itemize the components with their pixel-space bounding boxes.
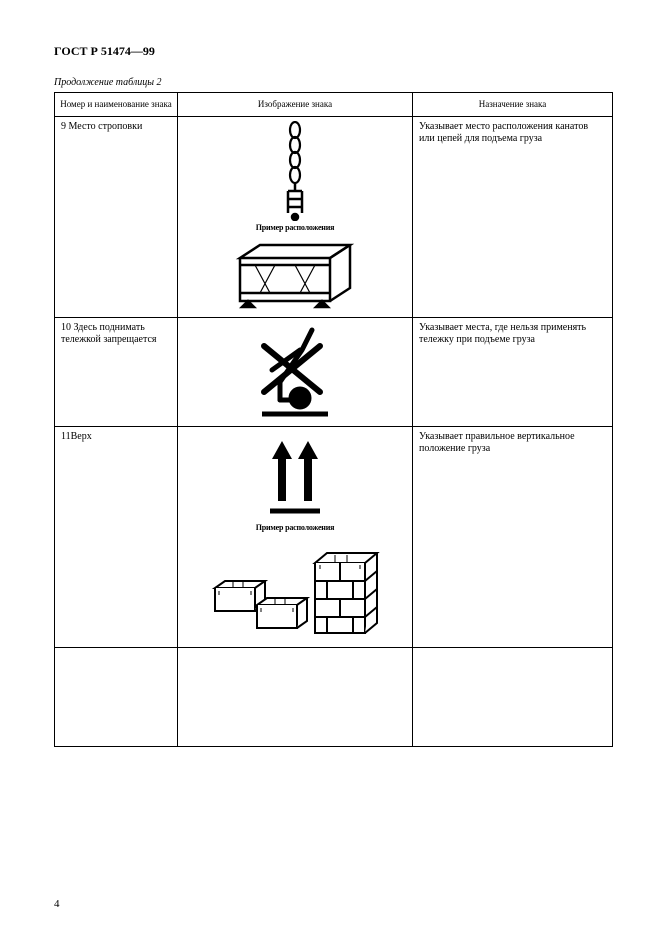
row-purpose: Указывает правильное вертикальное положе… xyxy=(413,426,613,647)
row-name: 9 Место строповки xyxy=(55,116,178,317)
header-col1: Номер и наименование знака xyxy=(55,93,178,117)
no-handtruck-icon xyxy=(250,322,340,422)
this-way-up-icon xyxy=(260,431,330,521)
row-image xyxy=(178,317,413,426)
row-image: Пример расположения xyxy=(178,116,413,317)
row-purpose: Указывает место расположения канатов или… xyxy=(413,116,613,317)
chain-icon xyxy=(282,121,308,221)
boxes-stack-icon xyxy=(205,533,385,643)
row-image: Пример расположения xyxy=(178,426,413,647)
row-purpose: Указывает места, где нельзя применять те… xyxy=(413,317,613,426)
header-col2: Изображение знака xyxy=(178,93,413,117)
row-name: 11Верх xyxy=(55,426,178,647)
table-header-row: Номер и наименование знака Изображение з… xyxy=(55,93,613,117)
page-number: 4 xyxy=(54,898,60,910)
table-caption: Продолжение таблицы 2 xyxy=(54,77,613,88)
table-row: 11Верх Пример расположения xyxy=(55,426,613,647)
table-row: 9 Место строповки xyxy=(55,116,613,317)
table-row-empty xyxy=(55,647,613,746)
row-name: 10 Здесь поднимать тележкой запрещается xyxy=(55,317,178,426)
table-row: 10 Здесь поднимать тележкой запрещается xyxy=(55,317,613,426)
image-caption: Пример расположения xyxy=(184,223,406,233)
document-title: ГОСТ Р 51474—99 xyxy=(54,44,613,59)
header-col3: Назначение знака xyxy=(413,93,613,117)
standards-table: Номер и наименование знака Изображение з… xyxy=(54,92,613,747)
image-caption: Пример расположения xyxy=(184,523,406,533)
crate-chain-icon xyxy=(230,233,360,313)
